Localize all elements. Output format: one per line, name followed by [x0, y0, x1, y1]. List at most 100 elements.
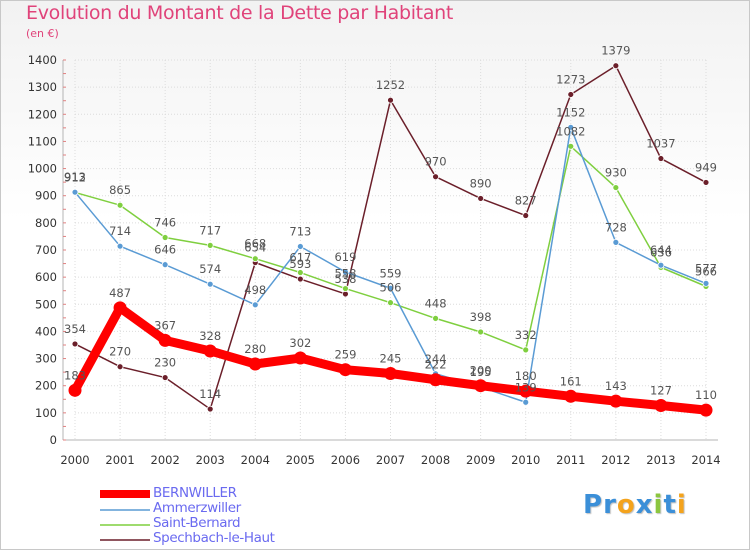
data-label-saint-bernard: 636: [650, 245, 672, 259]
data-label-saint-bernard: 617: [289, 251, 311, 265]
data-label-ammerzwiller: 577: [695, 261, 717, 275]
data-label-saint-bernard: 912: [64, 170, 86, 184]
data-label-ammerzwiller: 559: [380, 266, 402, 280]
data-point-ammerzwiller: [657, 261, 665, 269]
data-point-bernwiller: [699, 403, 713, 417]
data-label-bernwiller: 367: [154, 318, 176, 332]
data-point-ammerzwiller: [116, 242, 124, 250]
data-label-ammerzwiller: 498: [244, 283, 266, 297]
data-point-spechbach-le-haut: [657, 155, 665, 162]
y-tick-label: 100: [35, 406, 57, 420]
x-tick-label: 2002: [151, 453, 180, 467]
logo-letter: t: [663, 490, 677, 520]
data-label-saint-bernard: 332: [515, 328, 537, 342]
data-point-ammerzwiller: [342, 268, 349, 276]
data-point-saint-bernard: [116, 201, 124, 209]
y-tick-label: 1100: [28, 134, 57, 148]
legend-label: Ammerzwiller: [153, 500, 241, 516]
data-label-ammerzwiller: 728: [605, 220, 627, 234]
x-tick-label: 2008: [421, 453, 450, 467]
data-point-saint-bernard: [342, 285, 349, 292]
data-point-spechbach-le-haut: [206, 405, 214, 413]
data-label-saint-bernard: 746: [154, 216, 176, 230]
y-tick-label: 400: [35, 324, 57, 338]
data-point-bernwiller: [113, 301, 127, 315]
data-label-saint-bernard: 930: [605, 166, 627, 180]
data-point-saint-bernard: [477, 328, 485, 336]
data-label-spechbach-le-haut: 270: [109, 345, 131, 359]
data-point-bernwiller: [564, 389, 578, 403]
data-point-saint-bernard: [206, 241, 214, 249]
x-tick-label: 2014: [691, 453, 720, 467]
data-label-saint-bernard: 506: [380, 281, 402, 295]
data-label-spechbach-le-haut: 1273: [556, 72, 585, 86]
data-label-ammerzwiller: 714: [109, 224, 131, 238]
logo-letter: i: [676, 490, 687, 520]
data-point-bernwiller: [248, 357, 262, 371]
data-label-saint-bernard: 566: [695, 264, 717, 278]
data-label-bernwiller: 328: [199, 329, 221, 343]
data-label-saint-bernard: 448: [425, 296, 447, 310]
data-point-bernwiller: [519, 384, 533, 398]
data-point-ammerzwiller: [251, 301, 259, 309]
y-tick-label: 300: [35, 352, 57, 366]
x-tick-label: 2009: [466, 453, 495, 467]
legend-swatch-bernwiller: [100, 490, 150, 498]
data-point-bernwiller: [429, 373, 443, 387]
x-tick-label: 2006: [331, 453, 360, 467]
data-label-bernwiller: 200: [470, 364, 492, 378]
y-tick-label: 200: [35, 379, 57, 393]
logo-letter: i: [653, 490, 664, 520]
data-point-bernwiller: [474, 379, 488, 393]
data-point-spechbach-le-haut: [522, 212, 530, 219]
data-label-bernwiller: 245: [380, 352, 402, 366]
y-tick-label: 800: [35, 216, 57, 230]
data-label-saint-bernard: 668: [244, 237, 266, 251]
data-point-ammerzwiller: [567, 123, 575, 131]
x-tick-label: 2010: [511, 453, 540, 467]
legend-swatch-saint-bernard: [100, 524, 150, 526]
data-point-spechbach-le-haut: [477, 195, 485, 202]
data-label-bernwiller: 487: [109, 286, 131, 300]
data-point-spechbach-le-haut: [71, 340, 79, 348]
logo-letter: o: [616, 490, 636, 520]
data-label-spechbach-le-haut: 827: [515, 194, 537, 208]
legend-label: BERNWILLER: [153, 485, 237, 501]
data-point-bernwiller: [68, 383, 82, 397]
data-point-spechbach-le-haut: [161, 374, 169, 381]
chart-title: Evolution du Montant de la Dette par Hab…: [26, 2, 454, 24]
y-tick-label: 700: [35, 243, 57, 257]
data-point-bernwiller: [609, 394, 623, 408]
data-point-bernwiller: [293, 351, 307, 365]
data-point-bernwiller: [338, 363, 352, 377]
data-label-bernwiller: 143: [605, 379, 627, 393]
data-point-ammerzwiller: [612, 238, 620, 246]
data-point-saint-bernard: [161, 234, 169, 241]
data-point-ammerzwiller: [71, 188, 79, 196]
data-label-saint-bernard: 1082: [556, 124, 585, 138]
data-point-saint-bernard: [432, 314, 439, 322]
data-label-ammerzwiller: 913: [64, 170, 86, 184]
y-tick-label: 1200: [28, 107, 57, 121]
y-tick-label: 600: [35, 270, 57, 284]
logo-letter: P: [583, 490, 604, 520]
data-point-bernwiller: [384, 367, 397, 380]
data-point-saint-bernard: [251, 255, 259, 263]
y-tick-label: 1000: [28, 162, 57, 176]
x-tick-label: 2004: [241, 453, 270, 467]
data-label-spechbach-le-haut: 114: [199, 387, 221, 401]
data-point-saint-bernard: [612, 184, 620, 191]
data-label-spechbach-le-haut: 230: [154, 356, 176, 370]
legend-label: Spechbach-le-Haut: [153, 530, 275, 546]
data-label-saint-bernard: 865: [109, 183, 131, 197]
y-tick-label: 900: [35, 189, 57, 203]
legend-label: Saint-Bernard: [153, 515, 241, 531]
data-label-ammerzwiller: 619: [334, 250, 356, 264]
data-label-spechbach-le-haut: 970: [425, 155, 447, 169]
x-tick-label: 2003: [196, 453, 225, 467]
x-tick-label: 2005: [286, 453, 315, 467]
data-label-spechbach-le-haut: 1037: [646, 137, 675, 151]
data-label-bernwiller: 110: [695, 388, 717, 402]
